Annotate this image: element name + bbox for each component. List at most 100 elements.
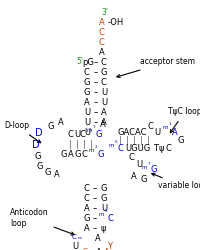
Text: U: U [84,108,90,117]
Text: U: U [100,204,107,213]
Text: G: G [98,150,104,159]
Text: C: C [84,194,89,203]
Text: 5': 5' [76,57,83,66]
Text: 3': 3' [100,8,107,17]
Text: C: C [165,144,171,153]
Text: U: U [84,128,90,137]
Text: -OH: -OH [107,18,124,27]
Text: A: A [84,98,89,107]
Text: T: T [152,144,157,153]
Text: m: m [89,148,94,153]
Text: pG: pG [82,58,93,67]
Text: A: A [103,248,109,250]
Text: m: m [87,128,92,133]
Text: G: G [84,88,90,97]
Text: |: | [146,136,149,145]
Text: –: – [94,98,98,107]
Text: C: C [84,184,89,193]
Text: C: C [84,68,89,77]
Text: C: C [107,214,113,223]
Text: D: D [32,140,39,150]
Text: A: A [96,248,101,250]
Text: |: | [132,136,135,145]
Text: C: C [99,28,104,37]
Text: 1: 1 [168,122,171,126]
Text: 7: 7 [147,162,150,166]
Text: –: – [93,224,97,233]
Text: D: D [35,128,42,138]
Text: –: – [94,88,98,97]
Text: –: – [94,58,98,67]
Text: D-loop: D-loop [4,122,40,143]
Text: C: C [68,130,74,139]
Text: U: U [153,128,159,137]
Text: G: G [96,130,102,139]
Text: U: U [72,242,78,250]
Text: U: U [100,88,107,97]
Text: –: – [93,194,97,203]
Text: |: | [139,136,142,145]
Text: m: m [162,125,168,130]
Text: A: A [84,224,89,233]
Text: ψ: ψ [158,144,164,153]
Text: m: m [99,212,104,217]
Text: U: U [74,130,80,139]
Text: m: m [78,236,82,240]
Text: G: G [75,150,81,159]
Text: G: G [100,184,107,193]
Text: |: | [90,140,92,149]
Text: C: C [100,58,106,67]
Text: |: | [125,136,128,145]
Text: m: m [108,143,114,148]
Text: |: | [76,140,78,149]
Text: G: G [45,168,51,177]
Text: –: – [94,118,98,127]
Text: C: C [117,144,123,153]
Text: G: G [83,248,88,250]
Text: acceptor stem: acceptor stem [116,58,194,78]
Text: variable loop: variable loop [151,173,200,190]
Text: –: – [93,204,97,213]
Text: UGUG: UGUG [124,144,150,153]
Text: G: G [35,152,41,161]
Text: A: A [100,120,105,129]
Text: C: C [147,122,153,131]
Text: C: C [128,153,134,162]
Text: G: G [100,68,107,77]
Text: 2: 2 [95,145,97,149]
Text: Anticodon
loop: Anticodon loop [10,208,74,235]
Text: A: A [99,48,104,57]
Text: C: C [72,234,76,240]
Text: G: G [37,162,43,171]
Text: GACAC: GACAC [117,128,147,137]
Text: G: G [84,78,90,87]
Text: C: C [80,130,85,139]
Text: A: A [100,118,106,127]
Text: A: A [100,108,106,117]
Text: TψC loop: TψC loop [167,108,200,133]
Text: U: U [100,98,107,107]
Text: A: A [84,204,89,213]
Text: U: U [84,118,90,127]
Text: A: A [130,172,136,181]
Text: A: A [68,150,73,159]
Text: A: A [99,18,104,27]
Text: G: G [177,136,184,145]
Text: G: G [140,175,147,184]
Text: m: m [141,165,147,170]
Text: –: – [93,214,97,223]
Text: G: G [61,150,67,159]
Text: –: – [94,68,98,77]
Text: G: G [100,194,107,203]
Text: C: C [82,150,87,159]
Text: 5: 5 [104,209,107,213]
Text: G: G [84,214,90,223]
Text: C: C [100,78,106,87]
Text: ψ: ψ [100,224,106,233]
Text: 7: 7 [93,125,95,129]
Text: A: A [58,118,63,127]
Text: –: – [93,184,97,193]
Text: Y: Y [106,242,111,250]
Text: A: A [171,128,177,137]
Text: |: | [69,140,72,149]
